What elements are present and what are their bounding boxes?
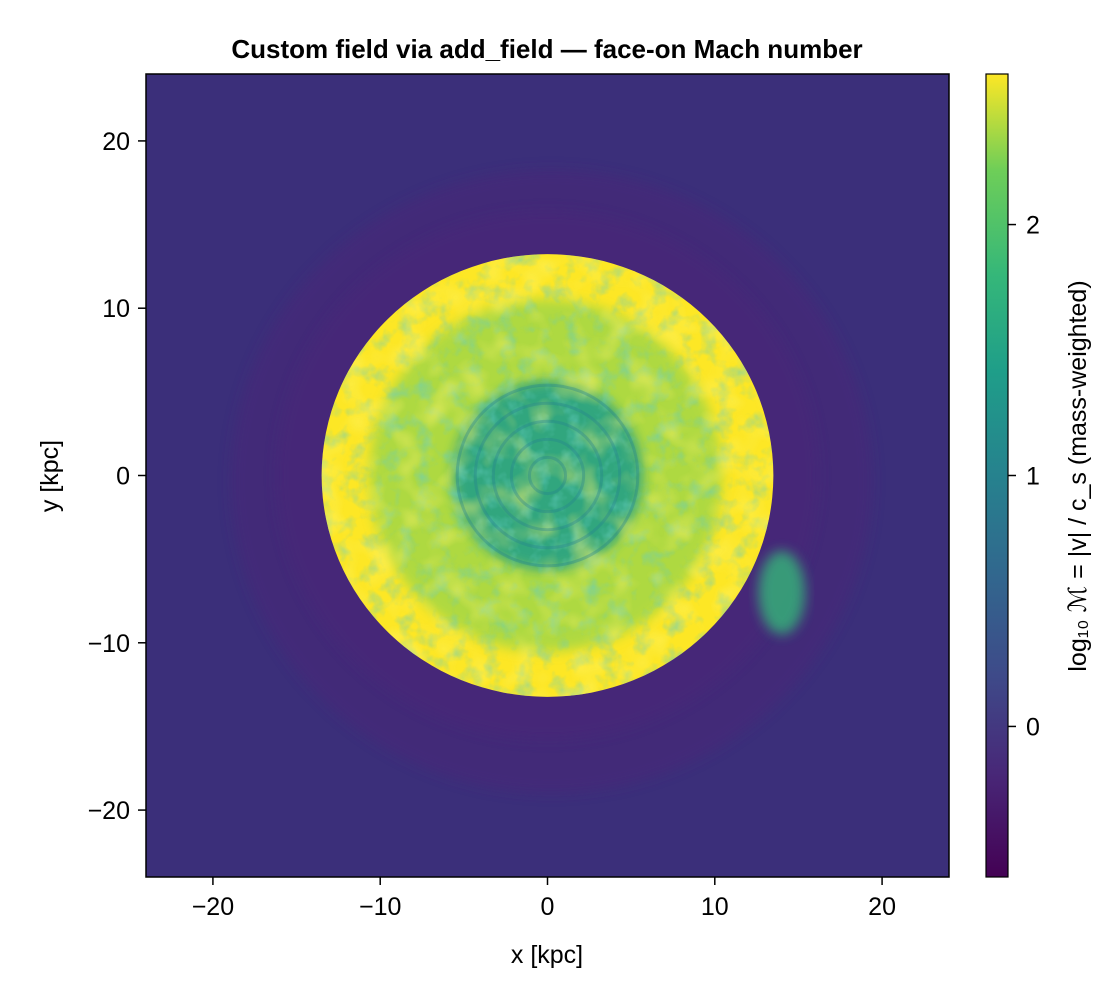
y-axis-label: y [kpc] (36, 440, 64, 512)
colorbar-tick-label: 0 (1026, 713, 1040, 741)
colorbar-ticks: 0 1 2 (1008, 212, 1040, 741)
core-ring (473, 401, 622, 550)
colorbar-tick-label: 2 (1026, 212, 1040, 240)
y-tick-label: −20 (88, 797, 130, 825)
colorbar-tick-label: 1 (1026, 463, 1040, 491)
y-tick-label: 10 (102, 295, 130, 323)
x-tick-label: 10 (701, 893, 729, 921)
plot-area (146, 74, 949, 877)
core-ring (527, 455, 568, 496)
x-tick-label: −20 (192, 893, 234, 921)
core-ring (491, 419, 604, 532)
mach-field (230, 169, 873, 794)
x-axis-label: x [kpc] (511, 941, 583, 969)
y-tick-label: 0 (116, 463, 130, 491)
chart-title: Custom field via add_field — face-on Mac… (231, 34, 862, 64)
disk-turbulence-bright (321, 254, 774, 697)
colorbar: 0 1 2 log₁₀ ℳ = |v| / c_s (mass-weighted) (985, 73, 1092, 878)
x-axis: −20 −10 0 10 20 (192, 877, 896, 921)
y-axis: −20 −10 0 10 20 (88, 128, 146, 825)
disk-extension (758, 550, 806, 635)
y-tick-label: −10 (88, 630, 130, 658)
colorbar-gradient (985, 73, 1009, 878)
x-tick-label: 0 (541, 893, 555, 921)
core-ring (455, 383, 640, 568)
y-tick-label: 20 (102, 128, 130, 156)
colorbar-label: log₁₀ ℳ = |v| / c_s (mass-weighted) (1064, 280, 1092, 671)
x-tick-label: 20 (868, 893, 896, 921)
core-ring (509, 437, 586, 514)
x-tick-label: −10 (359, 893, 401, 921)
